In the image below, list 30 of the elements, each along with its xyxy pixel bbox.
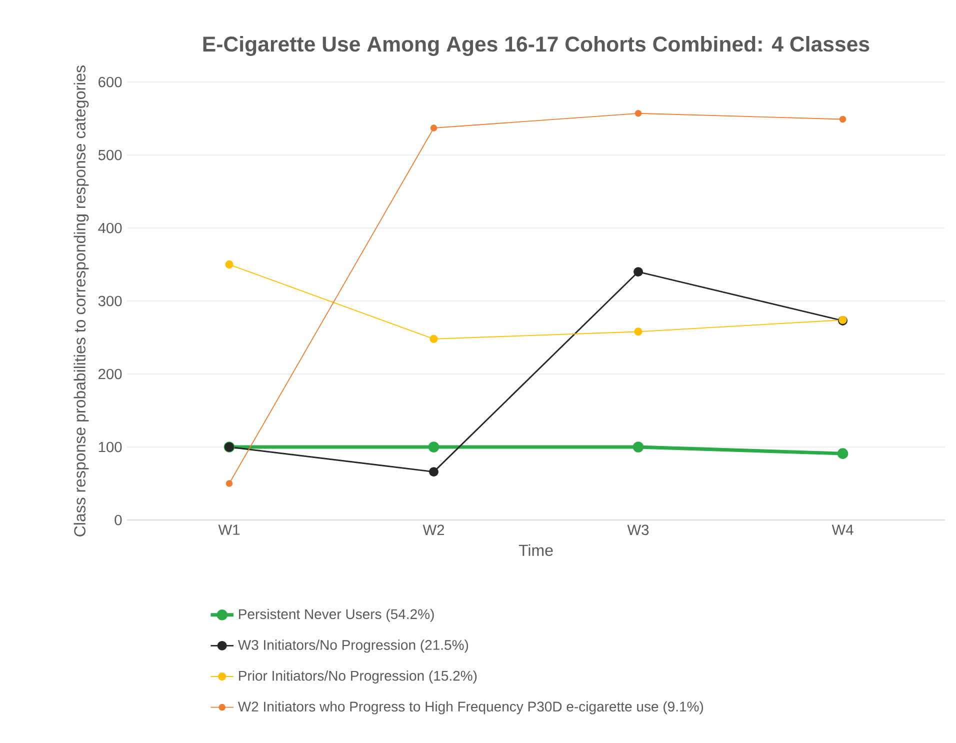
point xyxy=(430,334,438,344)
y-tick-label: 0 xyxy=(114,514,122,526)
x-axis-title: Time xyxy=(518,544,553,556)
point xyxy=(429,467,438,477)
point xyxy=(839,116,846,123)
y-tick-label: 200 xyxy=(98,368,122,380)
point xyxy=(634,267,643,277)
x-tick-label: W2 xyxy=(422,524,444,535)
point xyxy=(226,480,233,487)
y-tick-label: 600 xyxy=(98,76,122,88)
point xyxy=(430,124,438,132)
y-tick-label: 400 xyxy=(98,222,122,234)
y-tick-label: 500 xyxy=(98,150,122,160)
legend-label: Persistent Never Users (54.2%) xyxy=(239,608,434,622)
legend-label: Prior Initiators/No Progression (15.2%) xyxy=(239,670,477,684)
x-tick-label: W1 xyxy=(218,524,240,535)
point xyxy=(632,442,644,452)
y-tick-label: 100 xyxy=(98,442,122,452)
legend-label: W2 Initiators who Progress to High Frequency P30D e-cigarette use (9.1%) xyxy=(238,701,704,714)
y-axis-title: Class response probabilities to corresponding response categories xyxy=(74,66,89,536)
y-tick-label: 300 xyxy=(98,296,122,306)
chart-title: E-Cigarette Use Among Ages 16-17 Cohorts Combined: 4 Classes xyxy=(203,36,870,56)
point xyxy=(837,448,848,459)
x-tick-label: W3 xyxy=(627,524,649,536)
point xyxy=(225,260,234,269)
x-tick-label: W4 xyxy=(832,524,854,535)
point xyxy=(634,328,642,336)
point xyxy=(428,442,440,452)
point xyxy=(634,110,642,117)
legend-label: W3 Initiators/No Progression (21.5%) xyxy=(238,640,468,653)
